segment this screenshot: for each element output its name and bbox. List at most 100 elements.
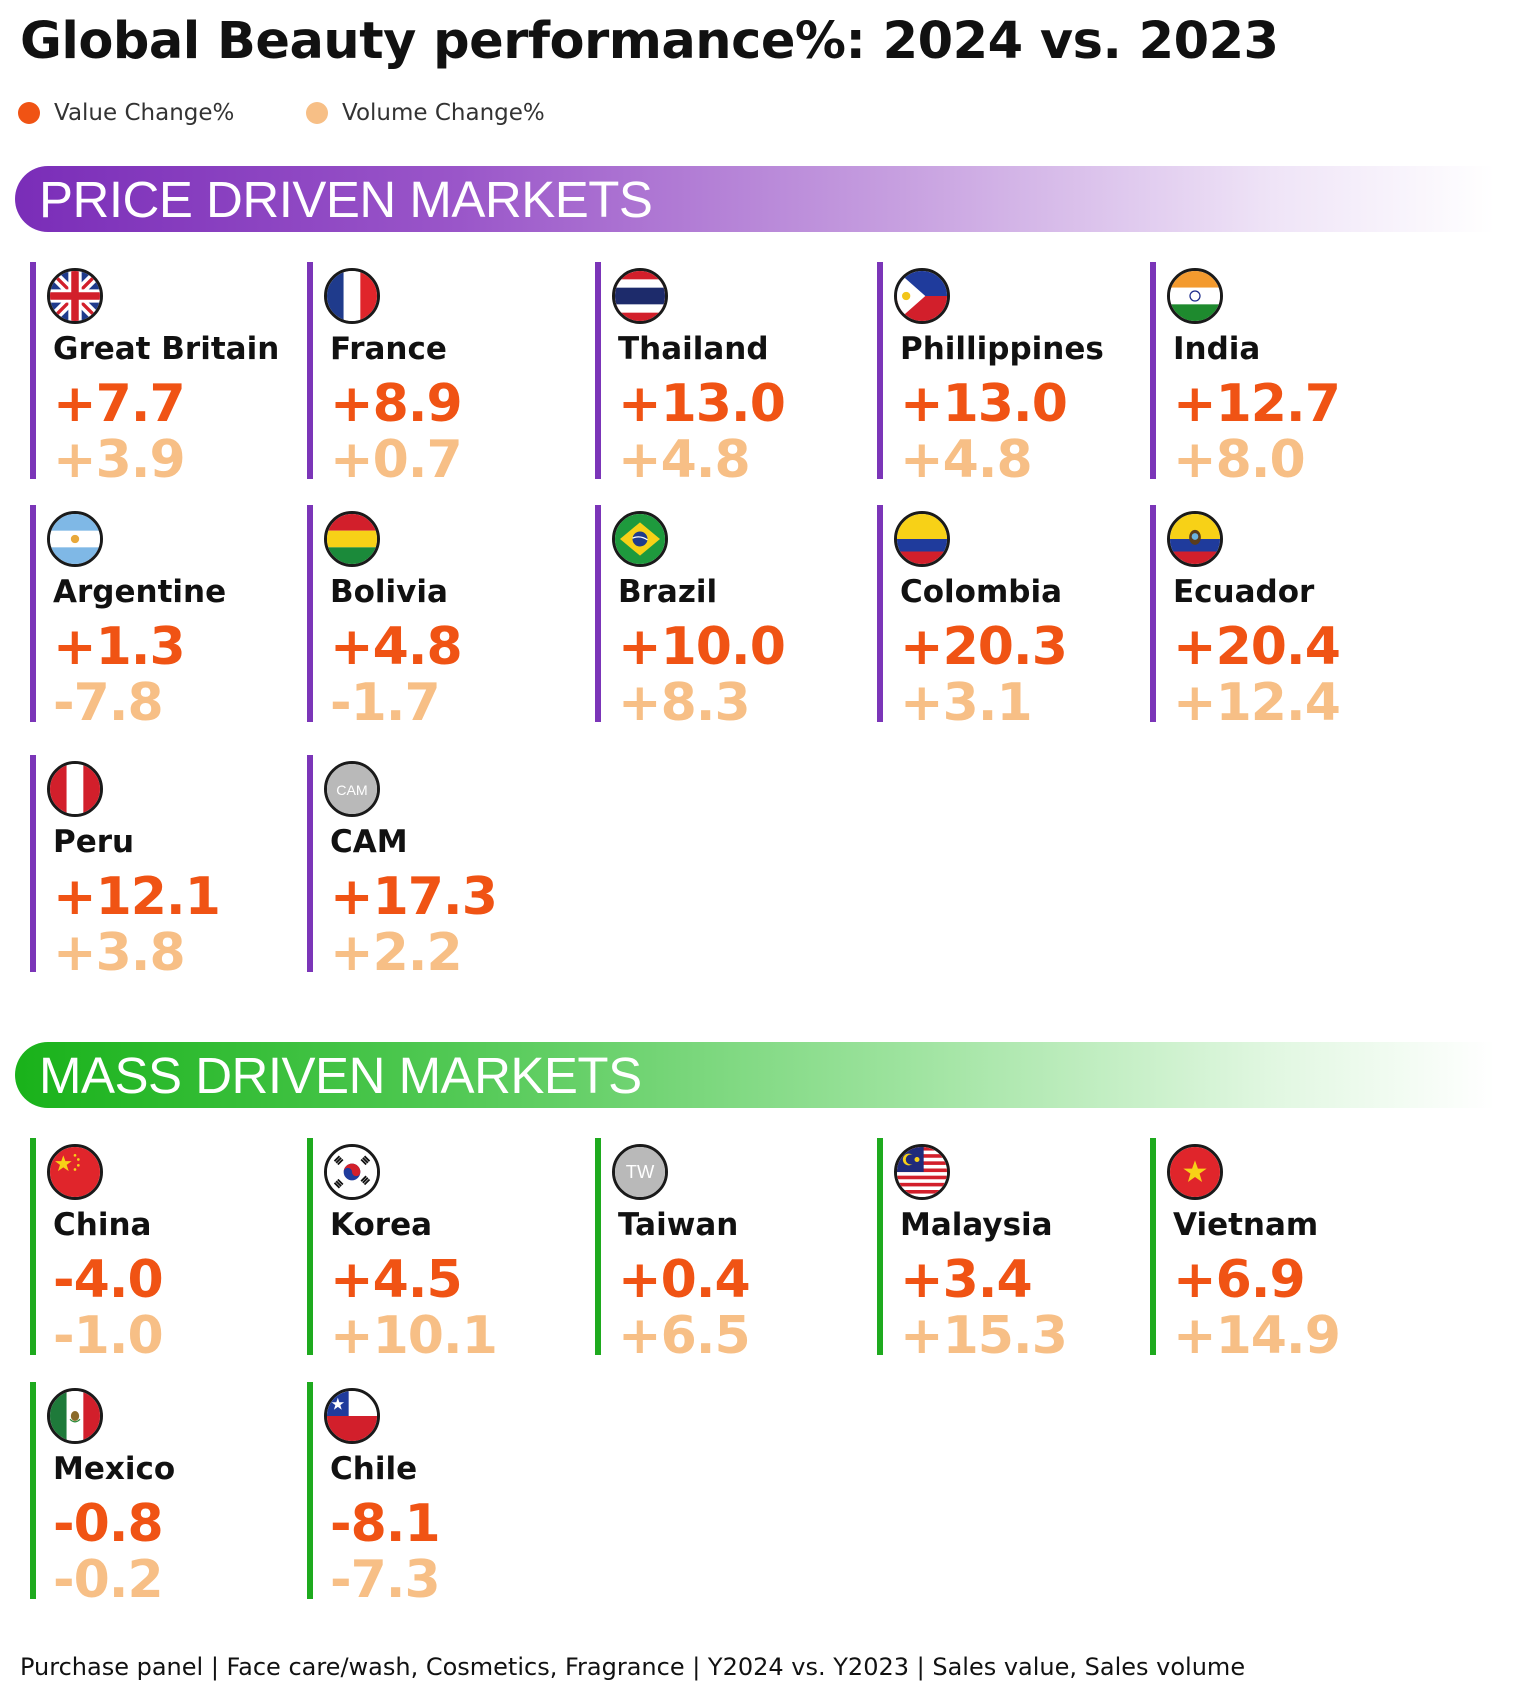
mass-section-title: MASS DRIVEN MARKETS — [39, 1046, 642, 1104]
market-name: China — [53, 1207, 152, 1243]
market-card: Korea +4.5 +10.1 — [307, 1138, 587, 1366]
market-card: Great Britain +7.7 +3.9 — [30, 262, 310, 490]
volume-change: +3.9 — [53, 430, 186, 490]
value-change: -0.8 — [53, 1494, 164, 1554]
value-change: +0.4 — [618, 1250, 751, 1310]
volume-change: +8.0 — [1173, 430, 1306, 490]
value-dot-icon — [18, 102, 40, 124]
value-change: +20.4 — [1173, 617, 1341, 677]
volume-change: +10.1 — [330, 1306, 498, 1366]
peru-flag-icon — [47, 761, 103, 817]
china-flag-icon — [47, 1144, 103, 1200]
market-card: China -4.0 -1.0 — [30, 1138, 310, 1366]
value-change: +4.5 — [330, 1250, 463, 1310]
volume-change: +4.8 — [618, 430, 751, 490]
mass-section-banner: MASS DRIVEN MARKETS — [15, 1042, 1495, 1108]
market-card: Vietnam +6.9 +14.9 — [1150, 1138, 1430, 1366]
volume-change: +8.3 — [618, 673, 751, 733]
card-accent-bar — [30, 262, 36, 479]
value-change: +7.7 — [53, 374, 186, 434]
tw-badge-icon: TW — [612, 1144, 668, 1200]
market-name: Peru — [53, 824, 135, 860]
legend-volume: Volume Change% — [306, 100, 545, 126]
market-name: Thailand — [618, 331, 769, 367]
argentina-flag-icon — [47, 511, 103, 567]
card-accent-bar — [307, 262, 313, 479]
legend-volume-label: Volume Change% — [342, 100, 545, 126]
svg-text:TW: TW — [626, 1161, 655, 1182]
market-card: Thailand +13.0 +4.8 — [595, 262, 875, 490]
volume-change: -1.7 — [330, 673, 441, 733]
card-accent-bar — [877, 262, 883, 479]
market-name: Ecuador — [1173, 574, 1315, 610]
volume-change: +15.3 — [900, 1306, 1068, 1366]
market-card: Phillippines +13.0 +4.8 — [877, 262, 1157, 490]
uk-flag-icon — [47, 268, 103, 324]
price-section-title: PRICE DRIVEN MARKETS — [39, 170, 653, 228]
card-accent-bar — [1150, 1138, 1156, 1355]
card-accent-bar — [595, 505, 601, 722]
volume-change: +2.2 — [330, 923, 463, 983]
india-flag-icon — [1167, 268, 1223, 324]
market-name: Chile — [330, 1451, 418, 1487]
card-accent-bar — [595, 262, 601, 479]
market-card: TW Taiwan +0.4 +6.5 — [595, 1138, 875, 1366]
market-name: Brazil — [618, 574, 718, 610]
card-accent-bar — [307, 1138, 313, 1355]
value-change: +3.4 — [900, 1250, 1033, 1310]
card-accent-bar — [877, 505, 883, 722]
market-card: France +8.9 +0.7 — [307, 262, 587, 490]
market-card: Ecuador +20.4 +12.4 — [1150, 505, 1430, 733]
card-accent-bar — [1150, 505, 1156, 722]
card-accent-bar — [307, 1382, 313, 1599]
value-change: +12.1 — [53, 867, 221, 927]
svg-text:CAM: CAM — [336, 783, 367, 799]
market-card: Mexico -0.8 -0.2 — [30, 1382, 310, 1610]
card-accent-bar — [1150, 262, 1156, 479]
market-name: Korea — [330, 1207, 433, 1243]
price-section-banner: PRICE DRIVEN MARKETS — [15, 166, 1495, 232]
volume-change: +3.8 — [53, 923, 186, 983]
value-change: +10.0 — [618, 617, 786, 677]
market-name: France — [330, 331, 447, 367]
market-card: Peru +12.1 +3.8 — [30, 755, 310, 983]
volume-dot-icon — [306, 102, 328, 124]
volume-change: -0.2 — [53, 1550, 164, 1610]
market-card: Malaysia +3.4 +15.3 — [877, 1138, 1157, 1366]
market-name: Colombia — [900, 574, 1063, 610]
volume-change: +4.8 — [900, 430, 1033, 490]
chile-flag-icon — [324, 1388, 380, 1444]
market-name: Great Britain — [53, 331, 280, 367]
value-change: +8.9 — [330, 374, 463, 434]
market-card: CAM CAM +17.3 +2.2 — [307, 755, 587, 983]
market-name: CAM — [330, 824, 408, 860]
market-name: Mexico — [53, 1451, 176, 1487]
market-card: Argentine +1.3 -7.8 — [30, 505, 310, 733]
korea-flag-icon — [324, 1144, 380, 1200]
legend-value-label: Value Change% — [54, 100, 235, 126]
value-change: -8.1 — [330, 1494, 441, 1554]
market-card: Chile -8.1 -7.3 — [307, 1382, 587, 1610]
value-change: +12.7 — [1173, 374, 1341, 434]
brazil-flag-icon — [612, 511, 668, 567]
card-accent-bar — [30, 505, 36, 722]
value-change: +6.9 — [1173, 1250, 1306, 1310]
value-change: -4.0 — [53, 1250, 164, 1310]
card-accent-bar — [877, 1138, 883, 1355]
volume-change: +0.7 — [330, 430, 463, 490]
market-card: Brazil +10.0 +8.3 — [595, 505, 875, 733]
volume-change: +3.1 — [900, 673, 1033, 733]
market-name: Bolivia — [330, 574, 448, 610]
philippines-flag-icon — [894, 268, 950, 324]
volume-change: -1.0 — [53, 1306, 164, 1366]
mexico-flag-icon — [47, 1388, 103, 1444]
volume-change: -7.3 — [330, 1550, 441, 1610]
market-name: Vietnam — [1173, 1207, 1319, 1243]
volume-change: +6.5 — [618, 1306, 751, 1366]
card-accent-bar — [30, 1138, 36, 1355]
card-accent-bar — [30, 755, 36, 972]
market-name: Argentine — [53, 574, 227, 610]
market-card: Bolivia +4.8 -1.7 — [307, 505, 587, 733]
footer-note: Purchase panel | Face care/wash, Cosmeti… — [20, 1653, 1246, 1681]
value-change: +13.0 — [900, 374, 1068, 434]
